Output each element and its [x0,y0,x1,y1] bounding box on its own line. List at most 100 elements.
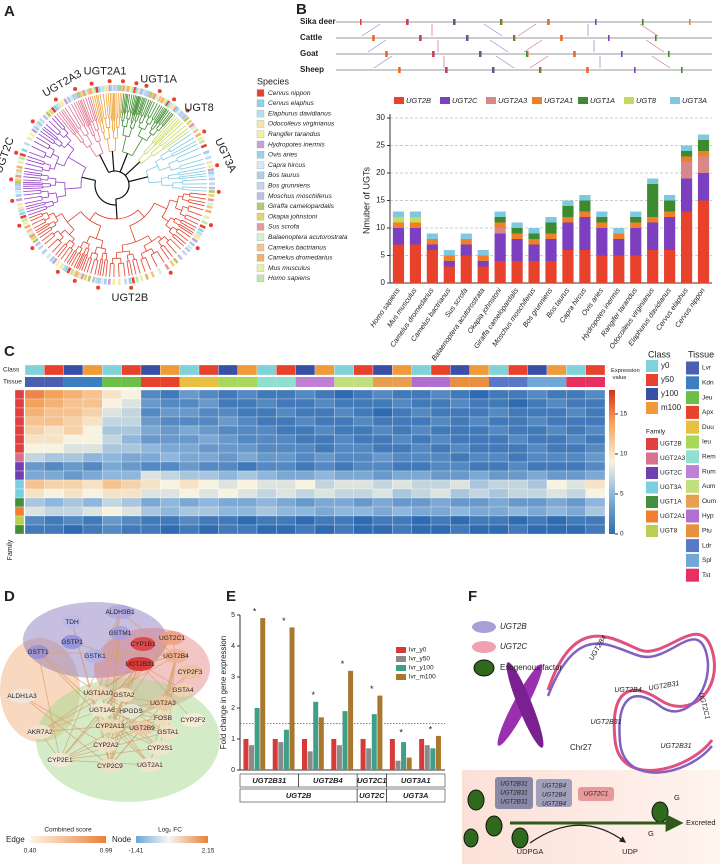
legend-label: UGT8 [660,528,678,535]
tree-branch [76,120,82,128]
bar-segment [596,228,608,256]
tree-branch [162,143,169,149]
gene-tick [560,35,562,41]
heatmap-cell [334,488,354,499]
heatmap-cell [63,398,84,409]
heatmap-cell [237,434,258,445]
tree-branch [23,170,37,174]
gene-tick [621,51,623,57]
species-tip [75,92,81,99]
legend-label: Elaphurus davidianus [268,110,332,117]
tree-branch [26,204,42,210]
clade-label: UGT2B [112,292,149,304]
legend-swatch [646,438,658,450]
bar-segment [477,266,489,283]
tissue-cell [121,377,141,387]
species-tip [21,217,28,223]
tree-branch [39,215,43,218]
heatmap-cell [566,434,586,445]
tree-branch [123,266,126,277]
tree-branch [98,141,104,154]
legend-swatch [256,223,265,231]
legend-swatch [394,97,404,104]
legend-swatch [686,376,699,390]
legend-swatch [686,494,699,508]
heatmap-cell [237,470,258,481]
tree-branch [79,258,85,271]
species-tip [15,198,23,202]
heatmap-cell [295,479,316,490]
heatmap-cell [314,434,335,445]
species-tip [183,116,190,123]
tree-branch [39,159,45,163]
legend-swatch [256,274,265,283]
legend-label: lvr_m100 [409,674,436,681]
heatmap-cell [121,479,142,490]
heatmap-cell [469,479,490,490]
tree-branch [35,225,45,232]
tissue-cell [218,377,238,387]
bar [348,670,354,770]
tree-branch [115,198,118,219]
heatmap-cell [566,416,586,427]
heatmap-cell [353,416,374,427]
tree-branch [136,262,141,274]
heatmap-cell [179,434,200,445]
legend-label: Camelus bactrianus [268,244,327,251]
heatmap-cell [527,524,548,535]
heatmap-cell [372,515,393,526]
row-title: Family [7,539,14,560]
heatmap-cell [353,434,374,445]
heatmap-cell [566,524,586,535]
tree-branch [99,122,103,133]
tree-branch [56,162,65,167]
heatmap-cell [527,515,548,526]
bar-segment [528,261,540,283]
species-tip [100,277,104,285]
legend-swatch [646,467,658,479]
heatmap-cell [546,497,567,508]
class-cell [218,364,238,376]
species-tip [26,228,33,234]
tree-branch [128,127,133,137]
heatmap-cell [411,389,432,400]
tree-branch [102,264,105,277]
heatmap-cell [527,389,548,400]
tree-branch [187,178,207,181]
tree-branch [118,117,120,128]
network-node [129,721,155,735]
heatmap-cell [44,443,64,454]
species-tip [16,202,24,207]
tree-branch [182,225,194,234]
heatmap-cell [546,398,567,409]
tree-branch [41,234,50,242]
heatmap-cell [488,416,509,427]
heatmap-cell [276,416,296,427]
heatmap-cell [295,524,316,535]
bar [260,618,266,770]
heatmap-cell [256,407,277,418]
heatmap-cell [256,425,277,436]
edge-gradient [30,836,106,843]
class-cell [546,364,567,376]
heatmap-cell [121,461,142,472]
heatmap-cell [82,506,103,517]
tree-branch [117,93,119,111]
tree-branch [140,253,144,259]
tree-branch [89,212,96,221]
tree-branch [75,123,79,129]
heatmap-cell [121,398,142,409]
network-edge [59,611,121,761]
bar-segment [477,261,489,267]
exogenous-factor [463,828,479,848]
legend-label: Odocoileus virginianus [268,121,335,128]
species-tip [206,205,213,209]
heatmap-cell [295,461,316,472]
gene-tick [386,51,388,57]
tip-dot [10,198,15,203]
tree-branch [155,105,163,116]
tissue-cell [353,377,373,387]
tree-branch [80,99,89,118]
tree-branch [48,228,53,232]
species-tip [33,125,40,131]
